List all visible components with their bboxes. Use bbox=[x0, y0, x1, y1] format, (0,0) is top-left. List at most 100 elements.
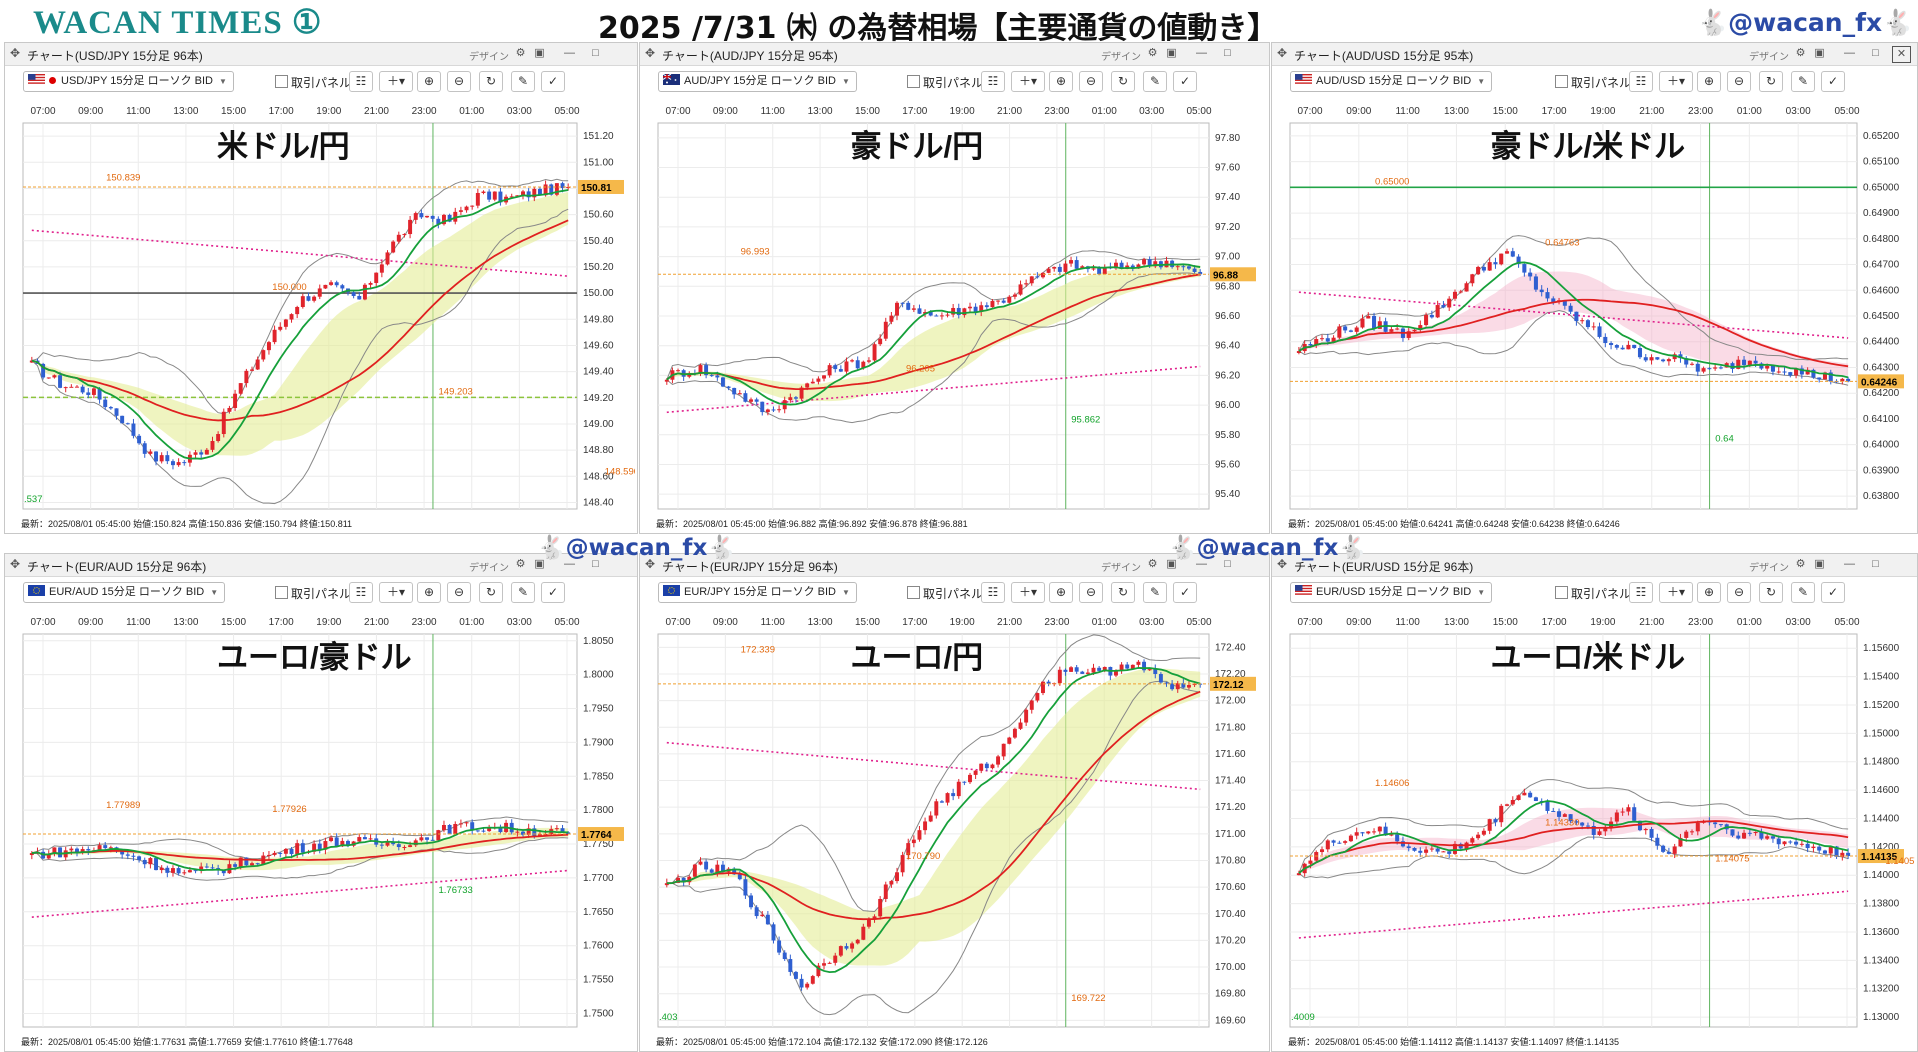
symbol-selector[interactable]: AUD/USD 15分足 ローソク BID ▼ bbox=[1290, 71, 1493, 92]
crosshair-icon[interactable]: ＋▾ bbox=[1011, 582, 1045, 603]
zoom-out-icon[interactable]: ⊖ bbox=[1727, 582, 1751, 603]
move-icon[interactable]: ✥ bbox=[10, 557, 21, 571]
draw-pen-icon[interactable]: ✎ bbox=[511, 71, 535, 92]
minimize-icon[interactable]: — bbox=[564, 47, 575, 59]
chart-window-titlebar[interactable]: ✥ チャート(USD/JPY 15分足 96本) デザイン ⚙ ▣ — □ bbox=[5, 43, 637, 66]
line-tool-icon[interactable]: ✓ bbox=[1821, 582, 1845, 603]
minimize-icon[interactable]: — bbox=[1196, 558, 1207, 570]
layout-menu-icon[interactable]: ▣ bbox=[1166, 558, 1177, 570]
refresh-icon[interactable]: ↻ bbox=[1759, 71, 1783, 92]
indicator-icon[interactable]: ☷ bbox=[981, 71, 1005, 92]
draw-pen-icon[interactable]: ✎ bbox=[1791, 582, 1815, 603]
refresh-icon[interactable]: ↻ bbox=[479, 71, 503, 92]
trade-panel-checkbox[interactable] bbox=[275, 586, 288, 599]
move-icon[interactable]: ✥ bbox=[1277, 46, 1288, 60]
zoom-out-icon[interactable]: ⊖ bbox=[447, 71, 471, 92]
gear-icon[interactable]: ⚙ bbox=[515, 47, 526, 59]
design-label[interactable]: デザイン bbox=[1749, 563, 1789, 574]
indicator-icon[interactable]: ☷ bbox=[981, 582, 1005, 603]
trade-panel-checkbox[interactable] bbox=[907, 75, 920, 88]
symbol-selector[interactable]: EUR/USD 15分足 ローソク BID ▼ bbox=[1290, 582, 1493, 603]
layout-menu-icon[interactable]: ▣ bbox=[1814, 47, 1825, 59]
chart-window-titlebar[interactable]: ✥ チャート(EUR/USD 15分足 96本) デザイン ⚙ ▣ — □ bbox=[1272, 554, 1917, 577]
symbol-selector[interactable]: EUR/JPY 15分足 ローソク BID ▼ bbox=[658, 582, 857, 603]
minimize-icon[interactable]: — bbox=[564, 558, 575, 570]
price-chart[interactable]: 07:00 09:00 11:00 13:00 15:00 17:00 19:00 21:00… bbox=[644, 612, 1267, 1031]
trade-panel-checkbox[interactable] bbox=[275, 75, 288, 88]
trade-panel-checkbox[interactable] bbox=[1555, 586, 1568, 599]
design-label[interactable]: デザイン bbox=[469, 563, 509, 574]
gear-icon[interactable]: ⚙ bbox=[1795, 558, 1806, 570]
indicator-icon[interactable]: ☷ bbox=[1629, 582, 1653, 603]
design-label[interactable]: デザイン bbox=[1101, 52, 1141, 63]
chart-window-titlebar[interactable]: ✥ チャート(EUR/JPY 15分足 96本) デザイン ⚙ ▣ — □ bbox=[640, 554, 1269, 577]
chart-window[interactable]: ✥ チャート(USD/JPY 15分足 96本) デザイン ⚙ ▣ — □ US… bbox=[4, 42, 638, 534]
line-tool-icon[interactable]: ✓ bbox=[1173, 71, 1197, 92]
crosshair-icon[interactable]: ＋▾ bbox=[1659, 71, 1693, 92]
layout-menu-icon[interactable]: ▣ bbox=[1166, 47, 1177, 59]
symbol-selector[interactable]: AUD/JPY 15分足 ローソク BID ▼ bbox=[658, 71, 857, 92]
price-chart[interactable]: 07:00 09:00 11:00 13:00 15:00 17:00 19:00 21:00… bbox=[1276, 612, 1915, 1031]
minimize-icon[interactable]: — bbox=[1844, 47, 1855, 59]
zoom-in-icon[interactable]: ⊕ bbox=[1049, 71, 1073, 92]
line-tool-icon[interactable]: ✓ bbox=[541, 71, 565, 92]
zoom-in-icon[interactable]: ⊕ bbox=[417, 582, 441, 603]
price-chart[interactable]: 07:00 09:00 11:00 13:00 15:00 17:00 19:00 21:00… bbox=[9, 101, 635, 513]
chart-window[interactable]: ✥ チャート(EUR/AUD 15分足 96本) デザイン ⚙ ▣ — □ EU… bbox=[4, 553, 638, 1052]
refresh-icon[interactable]: ↻ bbox=[479, 582, 503, 603]
crosshair-icon[interactable]: ＋▾ bbox=[1659, 582, 1693, 603]
maximize-icon[interactable]: □ bbox=[592, 558, 599, 570]
draw-pen-icon[interactable]: ✎ bbox=[1791, 71, 1815, 92]
price-chart[interactable]: 07:00 09:00 11:00 13:00 15:00 17:00 19:00 21:00… bbox=[9, 612, 635, 1031]
crosshair-icon[interactable]: ＋▾ bbox=[379, 71, 413, 92]
layout-menu-icon[interactable]: ▣ bbox=[1814, 558, 1825, 570]
maximize-icon[interactable]: □ bbox=[1872, 47, 1879, 59]
chart-window[interactable]: ✥ チャート(EUR/JPY 15分足 96本) デザイン ⚙ ▣ — □ EU… bbox=[639, 553, 1270, 1052]
price-chart[interactable]: 07:00 09:00 11:00 13:00 15:00 17:00 19:00 21:00… bbox=[644, 101, 1267, 513]
move-icon[interactable]: ✥ bbox=[1277, 557, 1288, 571]
symbol-selector[interactable]: USD/JPY 15分足 ローソク BID ▼ bbox=[23, 71, 234, 92]
minimize-icon[interactable]: — bbox=[1844, 558, 1855, 570]
design-label[interactable]: デザイン bbox=[1101, 563, 1141, 574]
line-tool-icon[interactable]: ✓ bbox=[1821, 71, 1845, 92]
move-icon[interactable]: ✥ bbox=[645, 46, 656, 60]
line-tool-icon[interactable]: ✓ bbox=[541, 582, 565, 603]
layout-menu-icon[interactable]: ▣ bbox=[534, 47, 545, 59]
zoom-in-icon[interactable]: ⊕ bbox=[1049, 582, 1073, 603]
indicator-icon[interactable]: ☷ bbox=[349, 71, 373, 92]
chart-window-titlebar[interactable]: ✥ チャート(EUR/AUD 15分足 96本) デザイン ⚙ ▣ — □ bbox=[5, 554, 637, 577]
chart-window-titlebar[interactable]: ✥ チャート(AUD/JPY 15分足 95本) デザイン ⚙ ▣ — □ bbox=[640, 43, 1269, 66]
indicator-icon[interactable]: ☷ bbox=[349, 582, 373, 603]
move-icon[interactable]: ✥ bbox=[10, 46, 21, 60]
zoom-out-icon[interactable]: ⊖ bbox=[1079, 71, 1103, 92]
gear-icon[interactable]: ⚙ bbox=[515, 558, 526, 570]
symbol-selector[interactable]: EUR/AUD 15分足 ローソク BID ▼ bbox=[23, 582, 226, 603]
price-chart[interactable]: 07:00 09:00 11:00 13:00 15:00 17:00 19:00 21:00… bbox=[1276, 101, 1915, 513]
trade-panel-checkbox[interactable] bbox=[907, 586, 920, 599]
chart-window[interactable]: ✥ チャート(EUR/USD 15分足 96本) デザイン ⚙ ▣ — □ EU… bbox=[1271, 553, 1918, 1052]
maximize-icon[interactable]: □ bbox=[1872, 558, 1879, 570]
zoom-in-icon[interactable]: ⊕ bbox=[417, 71, 441, 92]
design-label[interactable]: デザイン bbox=[1749, 52, 1789, 63]
close-icon[interactable]: ✕ bbox=[1892, 46, 1911, 63]
move-icon[interactable]: ✥ bbox=[645, 557, 656, 571]
gear-icon[interactable]: ⚙ bbox=[1147, 47, 1158, 59]
refresh-icon[interactable]: ↻ bbox=[1111, 582, 1135, 603]
indicator-icon[interactable]: ☷ bbox=[1629, 71, 1653, 92]
crosshair-icon[interactable]: ＋▾ bbox=[1011, 71, 1045, 92]
gear-icon[interactable]: ⚙ bbox=[1147, 558, 1158, 570]
trade-panel-checkbox[interactable] bbox=[1555, 75, 1568, 88]
minimize-icon[interactable]: — bbox=[1196, 47, 1207, 59]
refresh-icon[interactable]: ↻ bbox=[1759, 582, 1783, 603]
refresh-icon[interactable]: ↻ bbox=[1111, 71, 1135, 92]
zoom-in-icon[interactable]: ⊕ bbox=[1697, 582, 1721, 603]
maximize-icon[interactable]: □ bbox=[1224, 47, 1231, 59]
chart-window[interactable]: ✥ チャート(AUD/JPY 15分足 95本) デザイン ⚙ ▣ — □ AU… bbox=[639, 42, 1270, 534]
chart-window-titlebar[interactable]: ✥ チャート(AUD/USD 15分足 95本) デザイン ⚙ ▣ — □ ✕ bbox=[1272, 43, 1917, 66]
zoom-out-icon[interactable]: ⊖ bbox=[1079, 582, 1103, 603]
layout-menu-icon[interactable]: ▣ bbox=[534, 558, 545, 570]
zoom-out-icon[interactable]: ⊖ bbox=[1727, 71, 1751, 92]
chart-window[interactable]: ✥ チャート(AUD/USD 15分足 95本) デザイン ⚙ ▣ — □ ✕ … bbox=[1271, 42, 1918, 534]
zoom-in-icon[interactable]: ⊕ bbox=[1697, 71, 1721, 92]
gear-icon[interactable]: ⚙ bbox=[1795, 47, 1806, 59]
